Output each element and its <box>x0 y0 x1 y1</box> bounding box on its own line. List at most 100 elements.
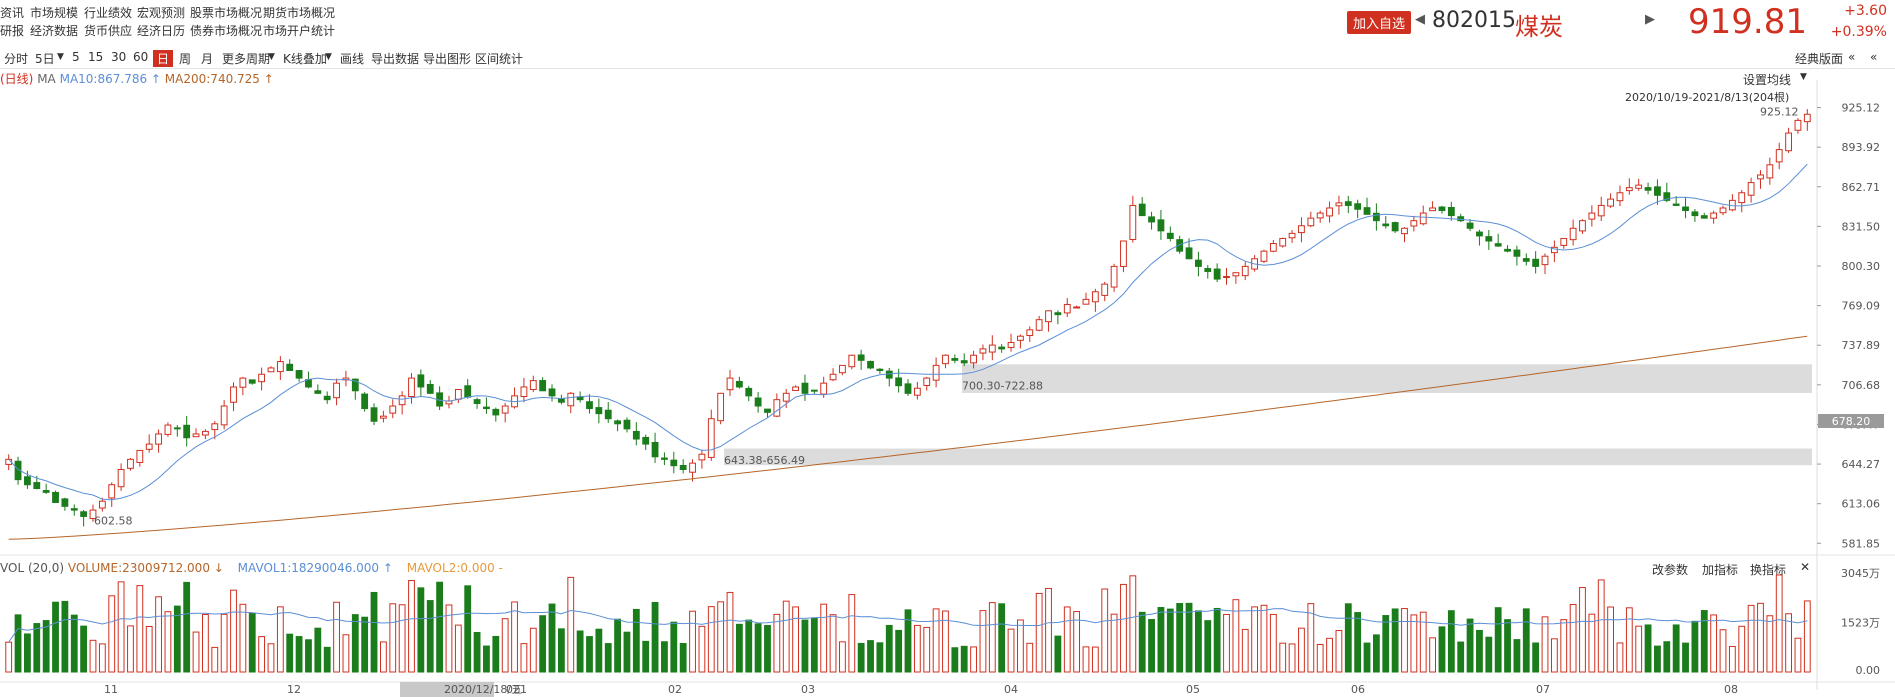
candle-body <box>735 380 743 388</box>
candle-body <box>192 433 200 438</box>
candle-body <box>1148 216 1155 223</box>
volume-bar <box>764 625 771 673</box>
add-favorite-button[interactable]: 加入自选 <box>1347 11 1412 34</box>
set-ma-button[interactable]: 设置均线 <box>1743 73 1792 87</box>
menu-research[interactable]: 研报 <box>0 24 25 38</box>
tab-60min[interactable]: 60 <box>133 50 149 64</box>
candle-body <box>1382 223 1390 227</box>
menu-money-supply[interactable]: 货币供应 <box>84 24 133 38</box>
volume-bar <box>145 625 153 673</box>
price-tick-label: 800.30 <box>1842 260 1881 273</box>
prev-arrow-icon[interactable]: ◀ <box>1415 12 1425 27</box>
candle-body <box>1504 248 1511 252</box>
volume-bar <box>1279 642 1287 673</box>
price-change-pct: +0.39% <box>1830 24 1887 40</box>
tab-monthly[interactable]: 月 <box>201 52 214 66</box>
chevron-down-icon[interactable]: ▼ <box>268 52 275 62</box>
change-params-button[interactable]: 改参数 <box>1652 563 1689 577</box>
candle-body <box>52 491 59 503</box>
candle-body <box>1803 113 1811 123</box>
range-stats-button[interactable]: 区间统计 <box>475 52 524 66</box>
chevron-down-icon[interactable]: ▼ <box>57 52 64 62</box>
chevron-down-icon[interactable]: ▼ <box>325 52 332 62</box>
candle-body <box>1569 227 1577 241</box>
volume-bar <box>1438 626 1446 673</box>
close-icon[interactable]: ✕ <box>1800 560 1811 574</box>
volume-bar <box>351 614 359 673</box>
chevron-down-icon[interactable]: ▼ <box>1800 72 1807 82</box>
volume-bar <box>361 616 369 673</box>
switch-indicator-button[interactable]: 换指标 <box>1750 563 1787 577</box>
volume-bar <box>1663 641 1671 673</box>
collapse-icon[interactable]: « <box>1848 50 1856 64</box>
volume-bar <box>80 625 88 673</box>
menu-bond-overview[interactable]: 债券市场概况 <box>190 24 263 38</box>
candle-body <box>1541 255 1549 266</box>
candle-body <box>1466 222 1474 229</box>
menu-stock-overview[interactable]: 股票市场概况 <box>190 6 263 20</box>
volume-bar <box>867 640 874 673</box>
menu-economic-data[interactable]: 经济数据 <box>30 24 79 38</box>
menu-news[interactable]: 资讯 <box>0 6 25 20</box>
volume-bar <box>1775 574 1783 673</box>
volume-bar <box>445 604 453 673</box>
range-label: 2020/10/19-2021/8/13(204根) <box>1625 91 1790 104</box>
volume-bar <box>1017 619 1024 673</box>
tab-weekly[interactable]: 周 <box>179 52 192 66</box>
menu-futures-overview[interactable]: 期货市场概况 <box>263 6 336 20</box>
next-arrow-icon[interactable]: ▶ <box>1645 12 1655 27</box>
volume-bar <box>1747 604 1755 673</box>
expand-icon[interactable]: « <box>1870 50 1878 64</box>
candle-body <box>473 399 481 404</box>
add-indicator-button[interactable]: 加指标 <box>1702 563 1739 577</box>
volume-bar <box>1035 592 1043 673</box>
more-periods-button[interactable]: 更多周期 <box>222 52 271 66</box>
volume-bar <box>1026 642 1034 673</box>
menu-market-scale[interactable]: 市场规模 <box>30 6 79 20</box>
volume-bar <box>548 603 556 673</box>
volume-bar <box>951 647 959 673</box>
menu-industry-perf[interactable]: 行业绩效 <box>84 6 133 20</box>
tab-30min[interactable]: 30 <box>111 50 127 64</box>
tab-5min[interactable]: 5 <box>72 50 80 64</box>
price-annotation: 602.58 <box>94 515 133 528</box>
candle-body <box>1794 119 1802 131</box>
menu-economic-calendar[interactable]: 经济日历 <box>137 24 186 38</box>
candle-body <box>314 390 322 394</box>
candle-body <box>1045 310 1052 323</box>
candle-body <box>464 385 472 398</box>
volume-bar <box>792 606 799 673</box>
volume-bar <box>1101 588 1109 673</box>
tab-daily[interactable]: 日 <box>153 50 174 67</box>
candle-body <box>1185 247 1193 260</box>
draw-line-button[interactable]: 画线 <box>340 52 365 66</box>
candle-body <box>1335 202 1343 207</box>
volume-bar <box>192 631 200 673</box>
export-image-button[interactable]: 导出图形 <box>423 52 472 66</box>
volume-bar <box>820 603 828 673</box>
candle-body <box>145 443 153 450</box>
export-data-button[interactable]: 导出数据 <box>371 52 420 66</box>
volume-bar <box>1616 642 1624 673</box>
volume-bar <box>1269 613 1277 673</box>
candle-body <box>89 509 97 519</box>
tab-5day[interactable]: 5日 <box>35 52 55 66</box>
volume-bar <box>501 618 509 673</box>
tab-15min[interactable]: 15 <box>88 50 104 64</box>
menu-account-stats[interactable]: 市场开户统计 <box>263 24 336 38</box>
candle-body <box>1682 206 1689 212</box>
volume-bar <box>904 609 912 673</box>
classic-layout-button[interactable]: 经典版面 <box>1795 52 1844 66</box>
candle-body <box>520 386 528 397</box>
volume-bar <box>1766 615 1774 673</box>
volume-bar <box>1260 604 1268 673</box>
kline-overlay-button[interactable]: K线叠加 <box>283 52 327 66</box>
volume-bar <box>42 620 50 673</box>
candle-body <box>839 364 846 374</box>
tab-intraday[interactable]: 分时 <box>4 52 29 66</box>
volume-bar <box>136 585 144 673</box>
menu-macro-forecast[interactable]: 宏观预测 <box>137 6 186 20</box>
candle-body <box>1625 187 1633 192</box>
candle-body <box>867 360 874 369</box>
